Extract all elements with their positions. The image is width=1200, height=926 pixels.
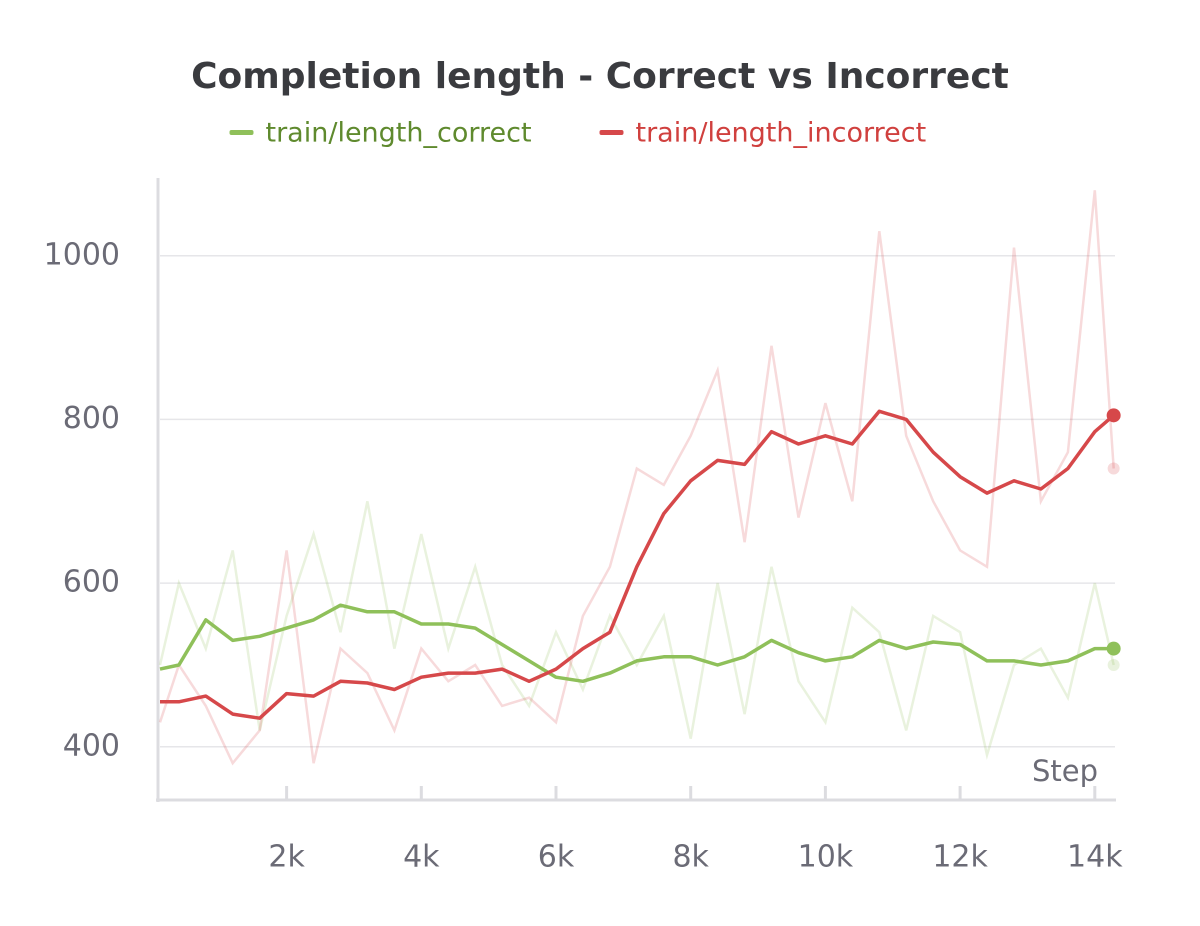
y-tick-label: 800: [63, 401, 120, 436]
y-tick-label: 1000: [44, 237, 120, 272]
raw-line: [158, 190, 1115, 766]
x-tick-label: 2k: [268, 840, 305, 875]
raw-end-dot: [1107, 462, 1120, 475]
y-tick-label: 400: [63, 728, 120, 763]
series-line: [159, 603, 1114, 684]
y-tick-label: 600: [63, 565, 120, 600]
legend-label: train/length_correct: [266, 118, 532, 149]
x-tick-label: 14k: [1067, 840, 1123, 875]
legend-swatch: [229, 130, 254, 135]
legend-swatch: [599, 130, 624, 135]
raw-end-dot: [1107, 658, 1120, 671]
x-tick-label: 4k: [403, 840, 440, 875]
end-dot: [1106, 408, 1121, 423]
raw-line: [158, 501, 1115, 760]
series-line: [160, 409, 1115, 720]
x-tick-label: 12k: [932, 840, 988, 875]
end-dot: [1106, 641, 1121, 656]
x-tick-label: 8k: [672, 840, 709, 875]
x-tick-label: 6k: [538, 840, 575, 875]
x-tick-label: 10k: [798, 840, 854, 875]
x-axis-label: Step: [1032, 754, 1098, 788]
legend: train/length_correct train/length_incorre…: [229, 118, 927, 149]
legend-label: train/length_incorrect: [636, 118, 927, 149]
chart-title: Completion length - Correct vs Incorrect: [191, 56, 1009, 97]
